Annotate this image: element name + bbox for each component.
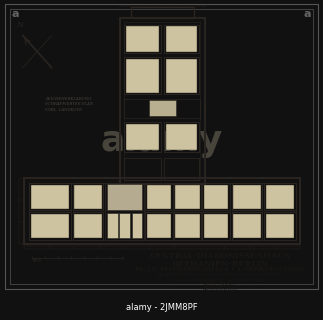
Bar	[73, 212, 103, 240]
Text: a: a	[304, 9, 311, 19]
Bar	[202, 212, 230, 240]
Text: BL.19. FEIERABENDHAUS • 1.OBERGESCHOSS: BL.19. FEIERABENDHAUS • 1.OBERGESCHOSS	[135, 267, 304, 272]
Bar	[120, 18, 205, 184]
Bar	[204, 185, 228, 209]
Bar	[204, 213, 228, 238]
Bar	[124, 157, 161, 180]
Text: ARCHITEKTEN.: ARCHITEKTEN.	[202, 287, 238, 291]
Text: ZEICHENERKLARUNG
SCHRAFFIERTER PLAN
VORL. LANDKOTE.: ZEICHENERKLARUNG SCHRAFFIERTER PLAN VORL…	[45, 97, 93, 112]
Bar	[175, 185, 200, 209]
Text: gggg: gggg	[32, 259, 41, 262]
Bar	[124, 57, 161, 94]
Bar	[145, 183, 173, 210]
Bar	[24, 178, 300, 244]
Bar	[147, 213, 171, 238]
Bar	[266, 213, 294, 238]
Bar	[31, 213, 69, 238]
Bar	[131, 7, 194, 18]
Bar	[264, 212, 296, 240]
Text: alamy - 2JMM8PF: alamy - 2JMM8PF	[126, 303, 197, 313]
Bar	[29, 183, 71, 210]
Bar	[202, 183, 230, 210]
Bar	[126, 124, 159, 150]
Bar	[107, 184, 142, 210]
Text: CHARLOTTENBURG, 12. DECEMBER. 1942.: CHARLOTTENBURG, 12. DECEMBER. 1942.	[172, 278, 267, 282]
Bar	[107, 213, 118, 238]
Bar	[124, 122, 161, 152]
Bar	[149, 100, 176, 116]
Bar	[232, 183, 262, 210]
Bar	[266, 185, 294, 209]
Bar	[124, 25, 161, 53]
Bar	[166, 59, 197, 93]
Text: alamy: alamy	[100, 124, 223, 158]
Bar	[147, 185, 171, 209]
Bar	[164, 25, 199, 53]
Bar	[175, 213, 200, 238]
Bar	[233, 213, 261, 238]
Bar	[29, 212, 71, 240]
Text: BETHANIEN-BERLIN: BETHANIEN-BERLIN	[171, 260, 268, 268]
Bar	[124, 22, 200, 180]
Text: Arch. Bodeu: Arch. Bodeu	[203, 282, 237, 287]
Bar	[74, 185, 102, 209]
Bar	[126, 59, 159, 93]
Bar	[264, 183, 296, 210]
Bar	[166, 27, 197, 52]
Text: ARCHVERWALTUNG DER ANLAGEN • NEU ENTWORFEN: ARCHVERWALTUNG DER ANLAGEN • NEU ENTWORF…	[157, 273, 282, 277]
Bar	[174, 183, 201, 210]
Bar	[119, 213, 130, 238]
Bar	[132, 213, 142, 238]
Bar	[29, 182, 296, 240]
Bar	[73, 183, 103, 210]
Bar	[124, 99, 200, 118]
Bar	[164, 157, 199, 180]
Text: a: a	[11, 9, 19, 19]
Bar	[31, 185, 69, 209]
Text: CENTRAL-DIAKONISSENHAUS: CENTRAL-DIAKONISSENHAUS	[149, 252, 290, 260]
Bar	[174, 212, 201, 240]
Bar	[233, 185, 261, 209]
Bar	[145, 212, 173, 240]
Bar	[126, 27, 159, 52]
Text: N: N	[16, 21, 23, 29]
Bar	[164, 57, 199, 94]
Bar	[232, 212, 262, 240]
Bar	[166, 124, 197, 150]
Bar	[105, 182, 144, 240]
Bar	[164, 122, 199, 152]
Bar	[74, 213, 102, 238]
